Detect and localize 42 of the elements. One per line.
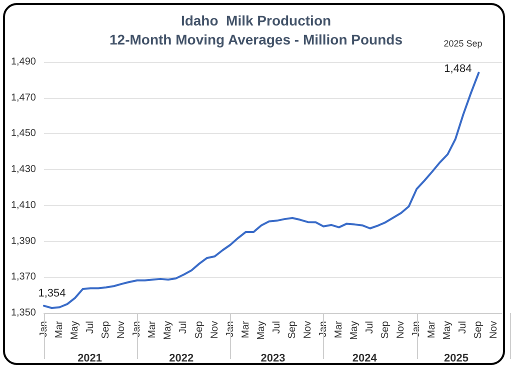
x-tick-label: Jul <box>458 321 469 334</box>
x-tick-label: May <box>256 321 267 340</box>
text: 2024 <box>352 352 378 364</box>
x-tick-label: Sep <box>194 320 205 339</box>
x-tick-label: May <box>162 321 174 340</box>
x-tick-label: Jul <box>364 321 376 334</box>
y-tick-label: 1,430 <box>10 164 36 176</box>
x-tick-label: Nov <box>302 321 314 339</box>
x-tick-label: Jul <box>271 321 282 334</box>
text: 2025 Sep <box>444 38 482 48</box>
x-tick-label: Sep <box>380 320 392 339</box>
data-label: 1,484 <box>444 62 472 75</box>
y-tick-label: 1,490 <box>10 56 36 68</box>
x-tick-label: Mar <box>426 320 438 338</box>
x-tick-label: Sep <box>286 320 298 339</box>
x-tick-label: Jul <box>178 321 190 334</box>
y-tick-label: 1,370 <box>10 272 36 283</box>
data-label: 1,354 <box>38 287 66 300</box>
text: 2025 <box>444 352 468 364</box>
x-tick-label: Sep <box>100 320 112 339</box>
x-tick-label: Nov <box>396 321 407 339</box>
y-tick-label: 1,450 <box>10 128 36 140</box>
x-tick-label: Mar <box>240 320 252 338</box>
x-tick-label: Nov <box>488 321 500 339</box>
x-tick-label: May <box>349 321 360 340</box>
x-tick-label: Mar <box>333 320 344 338</box>
x-tick-label: May <box>70 321 81 340</box>
y-tick-label: 1,410 <box>10 200 36 211</box>
y-tick-label: 1,350 <box>10 308 36 318</box>
x-tick-label: Nov <box>209 321 220 339</box>
x-tick-label: Nov <box>116 321 128 339</box>
text: 2022 <box>169 352 194 364</box>
text: 2023 <box>260 352 286 364</box>
x-tick-label: May <box>442 321 454 340</box>
x-tick-label: Sep <box>473 320 484 339</box>
text: 2021 <box>78 352 102 364</box>
x-tick-label: Mar <box>54 320 66 338</box>
y-tick-label: 1,390 <box>10 236 36 247</box>
chart-title: Idaho Milk Production 12-Month Moving Averages - Million Pounds <box>110 12 403 48</box>
x-tick-label: Jul <box>85 321 96 334</box>
x-tick-label: Mar <box>147 320 158 338</box>
y-tick-label: 1,470 <box>10 92 36 104</box>
